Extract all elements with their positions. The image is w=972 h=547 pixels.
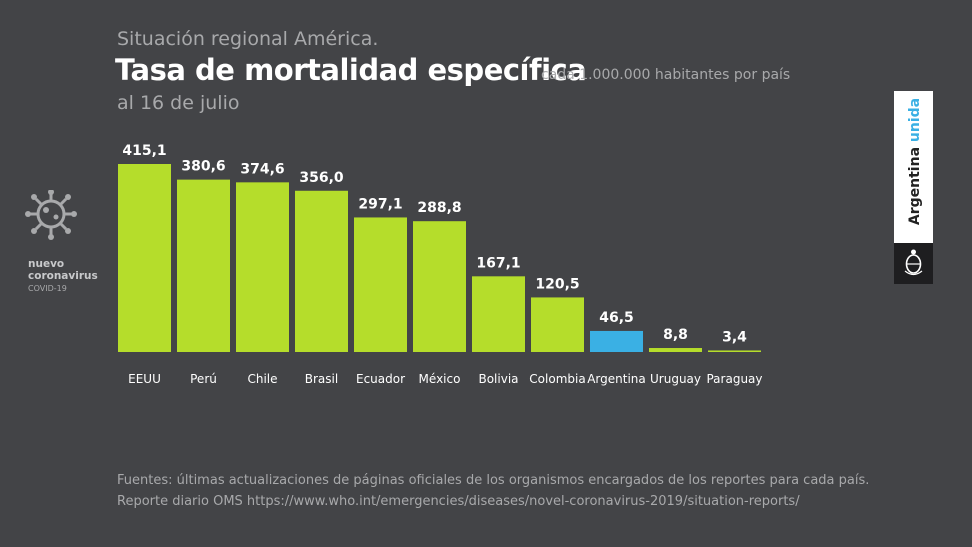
chart-subtitle: cada 1.000.000 habitantes por país: [541, 67, 791, 83]
argentina-unida-badge: Argentina unida: [894, 91, 933, 284]
data-label-chile: 374,6: [240, 161, 284, 177]
badge-footer: [894, 243, 933, 284]
data-label-colombia: 120,5: [535, 276, 579, 292]
tick-label-chile: Chile: [247, 372, 277, 386]
sources-line-1: Fuentes: últimas actualizaciones de pági…: [117, 473, 870, 488]
tick-label-brasil: Brasil: [305, 372, 338, 386]
bar-paraguay: [708, 350, 761, 352]
tick-label-ecuador: Ecuador: [356, 372, 405, 386]
tick-label-eeuu: EEUU: [128, 372, 161, 386]
tick-label-méxico: México: [419, 372, 461, 386]
data-label-bolivia: 167,1: [476, 255, 520, 271]
bar-uruguay: [649, 348, 702, 352]
virus-icon: [25, 190, 77, 240]
chart-title: Tasa de mortalidad específica: [115, 53, 587, 87]
badge-text-accent: unida: [907, 97, 923, 143]
data-label-perú: 380,6: [181, 159, 225, 175]
bar-argentina: [590, 330, 643, 352]
tick-label-argentina: Argentina: [587, 372, 646, 386]
tick-label-paraguay: Paraguay: [706, 372, 762, 386]
tick-label-perú: Perú: [190, 372, 217, 386]
data-label-uruguay: 8,8: [663, 327, 688, 343]
bar-ecuador: [354, 217, 407, 352]
bar-eeuu: [118, 164, 171, 352]
logo-line-1: nuevo: [28, 258, 65, 270]
bar-perú: [177, 179, 230, 352]
tick-label-bolivia: Bolivia: [478, 372, 518, 386]
badge-text: Argentina unida: [896, 89, 935, 234]
bar-brasil: [295, 190, 348, 352]
bar-colombia: [531, 297, 584, 352]
logo-line-2: coronavirus: [28, 270, 98, 282]
chart-date: al 16 de julio: [117, 92, 240, 114]
data-label-argentina: 46,5: [599, 310, 634, 326]
data-label-eeuu: 415,1: [122, 143, 166, 159]
bar-bolivia: [472, 276, 525, 352]
bar-méxico: [413, 221, 466, 352]
tick-label-colombia: Colombia: [529, 372, 585, 386]
data-label-ecuador: 297,1: [358, 196, 402, 212]
coat-of-arms-icon: [904, 249, 923, 276]
data-label-méxico: 288,8: [417, 200, 461, 216]
badge-text-main: Argentina: [907, 146, 923, 226]
tick-label-uruguay: Uruguay: [650, 372, 701, 386]
sources-footer: Fuentes: últimas actualizaciones de pági…: [117, 470, 869, 512]
data-label-brasil: 356,0: [299, 170, 344, 186]
logo-subtitle: COVID-19: [28, 284, 67, 293]
data-label-paraguay: 3,4: [722, 329, 747, 345]
bar-chile: [236, 182, 289, 352]
logo-title: nuevo coronavirus: [28, 258, 98, 282]
sources-line-2: Reporte diario OMS https://www.who.int/e…: [117, 494, 800, 509]
supertitle: Situación regional América.: [117, 28, 379, 50]
